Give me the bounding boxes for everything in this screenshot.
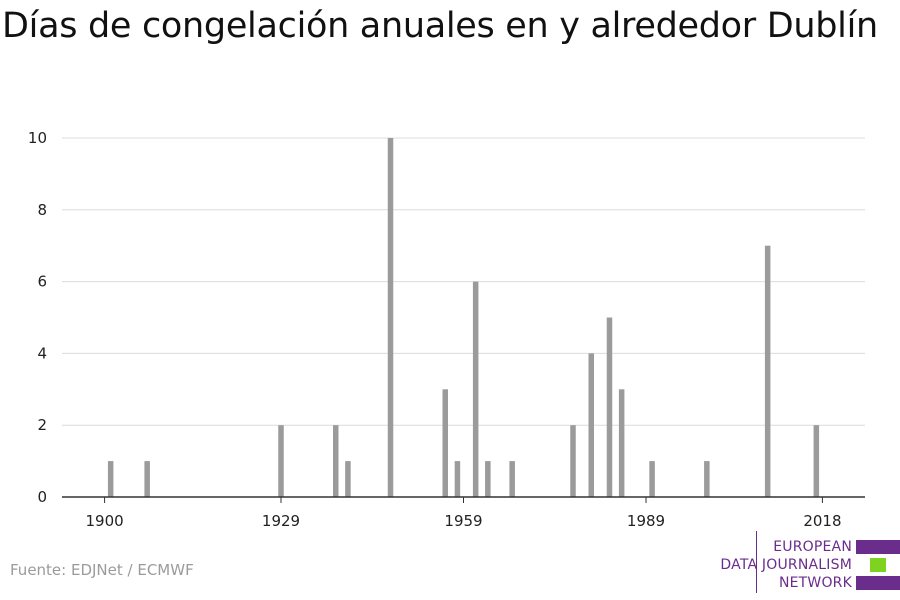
bar [442, 389, 448, 497]
bar [588, 353, 594, 497]
bar [618, 389, 625, 497]
logo-line-2: DATA JOURNALISM [720, 557, 852, 573]
logo-text: EUROPEAN DATA JOURNALISM NETWORK [720, 538, 852, 592]
bar [107, 461, 114, 497]
bar [649, 461, 655, 497]
bar [454, 461, 461, 497]
bars [107, 138, 820, 497]
edjnet-logo: EUROPEAN DATA JOURNALISM NETWORK [700, 531, 900, 593]
bar [813, 425, 820, 497]
logo-bar-1 [856, 540, 900, 554]
bar [333, 425, 339, 497]
x-tick-label: 2018 [803, 512, 841, 530]
logo-line-3: NETWORK [778, 575, 852, 591]
bar [387, 138, 394, 497]
gridlines [62, 137, 865, 426]
y-tick-label: 2 [37, 416, 47, 434]
bar [278, 425, 284, 497]
x-tick-label: 1959 [444, 512, 482, 530]
logo-line-1: EUROPEAN [773, 539, 852, 555]
bar [606, 317, 613, 497]
y-tick-label: 4 [37, 344, 47, 362]
y-tick-label: 6 [37, 273, 47, 291]
x-axis-ticks: 1900 1929 1959 1989 2018 [85, 497, 842, 530]
bar [509, 461, 515, 497]
x-tick-label: 1989 [627, 512, 665, 530]
y-tick-label: 8 [37, 201, 47, 219]
bar [764, 245, 771, 497]
x-tick-label: 1929 [262, 512, 300, 530]
bar [345, 461, 351, 497]
y-tick-label: 0 [37, 488, 47, 506]
y-axis-tick-labels: 0 2 4 6 8 10 [28, 129, 47, 506]
logo-divider [756, 531, 757, 593]
source-note: Fuente: EDJNet / ECMWF [10, 561, 194, 579]
bar [485, 461, 491, 497]
bar [570, 425, 576, 497]
x-tick-label: 1900 [85, 512, 123, 530]
chart-title: Días de congelación anuales en y alreded… [2, 6, 878, 46]
bar [144, 461, 150, 497]
y-tick-label: 10 [28, 129, 47, 147]
logo-bar-3 [856, 576, 900, 590]
bar [472, 281, 479, 497]
logo-bar-2 [870, 558, 886, 572]
bar [704, 461, 710, 497]
